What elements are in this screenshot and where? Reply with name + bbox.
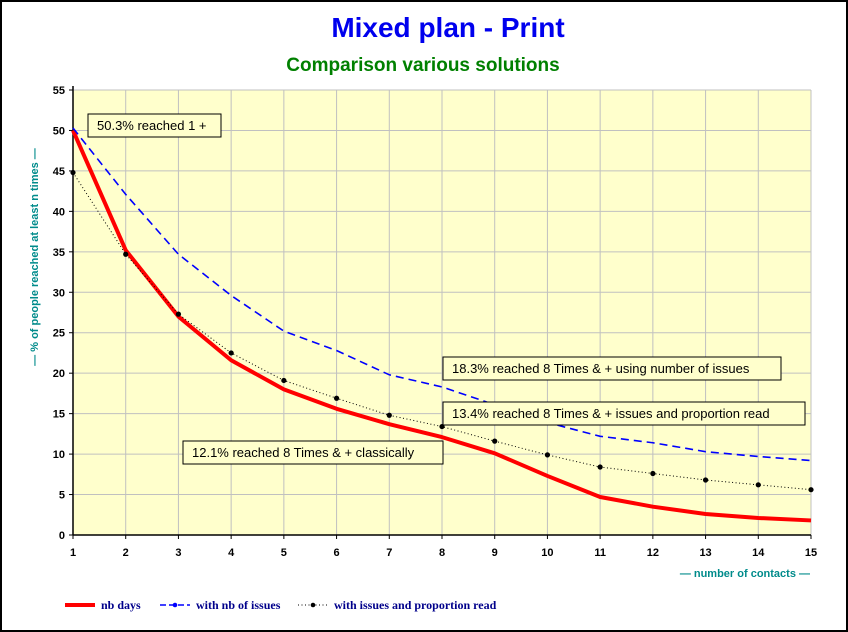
x-tick-label: 10 — [541, 547, 553, 559]
legend: nb days with nb of issues with issues and … — [65, 598, 497, 612]
x-tick-label: 14 — [752, 547, 765, 559]
series-point — [386, 412, 392, 418]
series-point — [492, 438, 498, 444]
legend-label-0: nb days — [101, 598, 141, 612]
annotations: 50.3% reached 1 + 18.3% reached 8 Times &… — [87, 113, 806, 465]
chart-subtitle: Comparison various solutions — [286, 55, 559, 76]
annotation-box-2 — [442, 401, 806, 426]
y-tick-label: 50 — [53, 125, 65, 137]
legend-label-1: with nb of issues — [196, 598, 281, 612]
legend-marker-1 — [172, 602, 178, 608]
y-tick-label: 20 — [53, 368, 65, 380]
series-point — [808, 487, 814, 493]
annotation-text-1: 18.3% reached 8 Times & + using number o… — [452, 361, 750, 376]
y-tick-label: 25 — [53, 328, 65, 340]
x-tick-label: 11 — [594, 547, 606, 559]
annotation-text-2: 13.4% reached 8 Times & + issues and pro… — [452, 406, 770, 421]
y-tick-label: 10 — [53, 449, 65, 461]
series-point — [175, 311, 182, 317]
y-tick-label: 55 — [53, 85, 65, 97]
series-point — [755, 482, 761, 488]
series-point — [70, 169, 76, 176]
legend-marker-2 — [310, 602, 316, 608]
y-tick-label: 40 — [53, 206, 65, 218]
series-line-1 — [72, 127, 812, 462]
x-tick-label: 8 — [439, 547, 445, 559]
annotation-box-3 — [182, 440, 444, 465]
x-tick-label: 15 — [805, 547, 817, 559]
y-axis-label: — % of people reached at least n times — — [29, 148, 41, 366]
series-point — [228, 350, 234, 356]
x-tick-label: 3 — [175, 547, 181, 559]
y-tick-label: 15 — [53, 409, 65, 421]
series-point — [650, 470, 656, 477]
annotation-text-0: 50.3% reached 1 + — [97, 118, 207, 133]
chart-title: Mixed plan - Print — [331, 12, 564, 43]
legend-label-2: with issues and proportion read — [334, 598, 497, 612]
series-point — [544, 452, 551, 458]
x-tick-label: 1 — [70, 547, 76, 559]
series-point — [123, 251, 129, 257]
annotation-box-0 — [87, 113, 222, 138]
series-point — [597, 464, 603, 470]
series-point — [333, 395, 340, 401]
series-point — [281, 377, 287, 384]
annotation-box-1 — [442, 356, 782, 381]
series-line-0 — [71, 129, 812, 523]
annotation-text-3: 12.1% reached 8 Times & + classically — [192, 445, 415, 460]
y-tick-label: 45 — [53, 166, 65, 178]
y-tick-label: 35 — [53, 247, 65, 259]
series-point — [702, 477, 709, 483]
x-tick-label: 12 — [647, 547, 659, 559]
x-tick-label: 2 — [123, 547, 129, 559]
x-tick-label: 6 — [334, 547, 340, 559]
y-tick-label: 0 — [59, 530, 65, 542]
x-tick-label: 7 — [386, 547, 392, 559]
x-axis-label: — number of contacts — — [680, 568, 810, 580]
y-tick-label: 5 — [59, 490, 65, 502]
x-tick-label: 4 — [228, 547, 235, 559]
y-tick-label: 30 — [53, 287, 65, 299]
x-tick-label: 9 — [492, 547, 498, 559]
x-tick-label: 5 — [281, 547, 287, 559]
x-tick-label: 13 — [699, 547, 711, 559]
